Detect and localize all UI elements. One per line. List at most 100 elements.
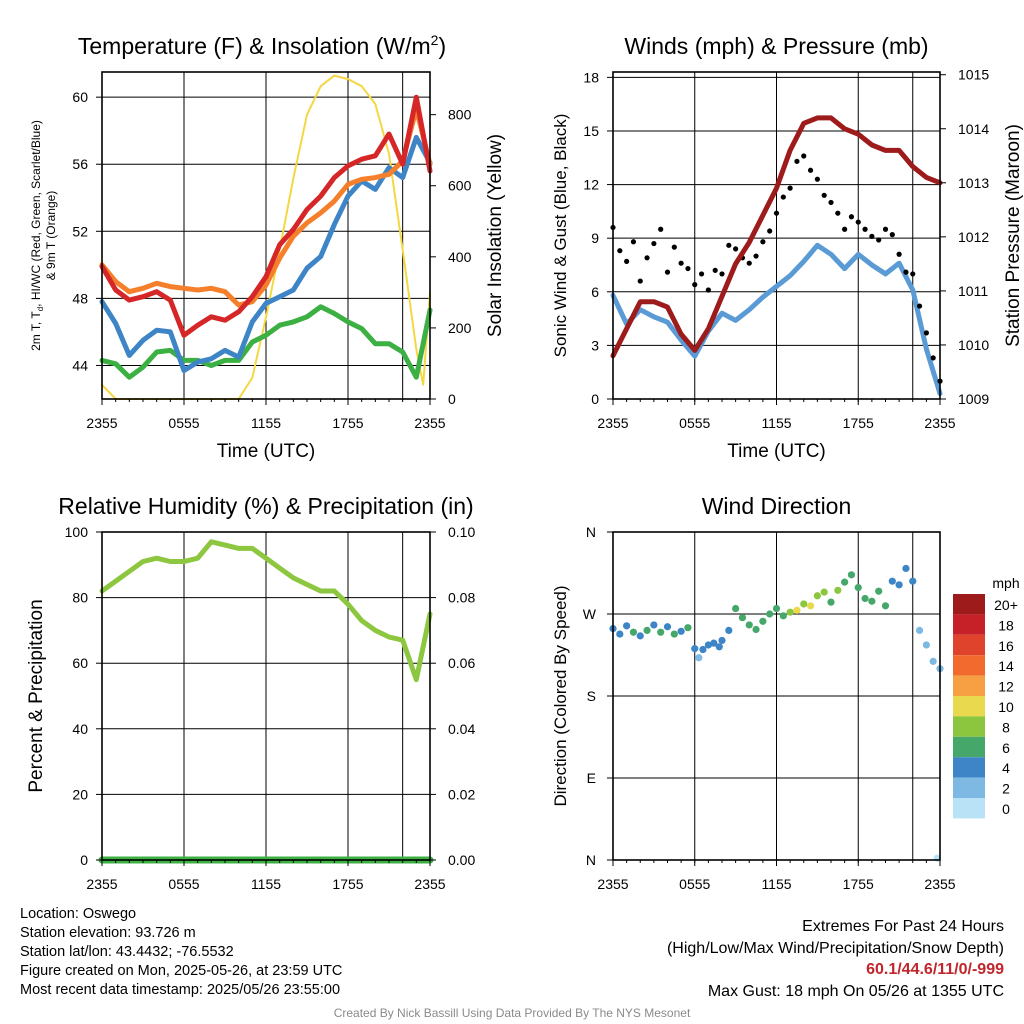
y-axis-label: Sonic Wind & Gust (Blue, Black) — [551, 114, 570, 358]
y-tick-label: 9 — [591, 230, 599, 246]
x-tick-label: 1155 — [761, 876, 791, 892]
y-tick-label: 48 — [72, 290, 88, 306]
direction-point — [752, 625, 760, 634]
x-tick-label: 2355 — [414, 415, 445, 431]
y2-tick-label: 1012 — [958, 229, 989, 245]
x-tick-label: 1755 — [332, 415, 363, 431]
gust-point — [876, 237, 882, 243]
legend-label: 12 — [998, 679, 1014, 695]
gust-point — [835, 210, 841, 216]
y2-tick-label: 0.10 — [448, 524, 475, 540]
legend-label: 4 — [1002, 760, 1010, 776]
y-tick-label: 100 — [65, 524, 89, 540]
y2-tick-label: 0 — [448, 391, 456, 407]
gust-point — [760, 239, 766, 245]
direction-point — [881, 602, 890, 610]
station-info: Location: Oswego Station elevation: 93.7… — [20, 905, 342, 1000]
direction-point — [800, 600, 808, 608]
gust-point — [712, 267, 718, 273]
panel-title-direction: Wind Direction — [702, 493, 852, 519]
direction-point — [643, 626, 651, 635]
y2-tick-label: 600 — [448, 178, 472, 194]
x-tick-label: 2355 — [597, 415, 628, 431]
wind-speed-line — [610, 242, 943, 397]
gust-point — [671, 244, 677, 250]
direction-point — [909, 577, 917, 585]
gust-point — [801, 153, 807, 159]
direction-point — [670, 630, 678, 638]
gust-point — [773, 210, 780, 216]
direction-point — [902, 564, 910, 573]
direction-point — [834, 586, 842, 594]
gust-point — [855, 219, 861, 225]
legend-swatch — [953, 696, 985, 717]
legend-label: 16 — [998, 638, 1014, 654]
x-tick-label: 2355 — [924, 415, 955, 431]
dewpoint-line — [99, 304, 433, 380]
direction-point — [868, 597, 876, 605]
y-axis-label: 2m T, Td, HI/WC (Red, Green, Scarlet/Blu… — [29, 120, 45, 351]
gust-point — [624, 258, 630, 265]
direction-point — [650, 621, 658, 629]
x-tick-label: 1755 — [843, 415, 874, 431]
direction-point — [725, 626, 733, 635]
y-tick-label: 12 — [583, 177, 599, 193]
y-tick-label: 0 — [591, 391, 599, 407]
gust-point — [930, 355, 936, 361]
legend-swatch — [953, 655, 985, 676]
station-latlon: Station lat/lon: 43.4432; -76.5532 — [20, 944, 234, 960]
extremes-subtitle: (High/Low/Max Wind/Precipitation/Snow De… — [666, 939, 1004, 957]
y-tick-label: 0 — [80, 852, 88, 868]
direction-point — [875, 587, 883, 595]
recent-timestamp: Most recent data timestamp: 2025/05/26 2… — [20, 982, 341, 998]
gust-point — [794, 158, 800, 164]
y2-axis-label: Solar Insolation (Yellow) — [485, 134, 506, 337]
gust-point — [630, 239, 637, 245]
direction-point — [759, 617, 767, 625]
gust-point — [882, 226, 889, 232]
gust-point — [746, 260, 752, 266]
humidity-line — [99, 539, 433, 683]
wind-chill-line — [99, 134, 433, 373]
direction-point — [813, 592, 821, 600]
extremes-values: 60.1/44.6/11/0/-999 — [866, 961, 1004, 978]
legend-swatch — [953, 798, 985, 819]
direction-point — [915, 626, 924, 635]
direction-point — [820, 588, 828, 596]
gust-point — [617, 248, 623, 254]
y-tick-label: S — [587, 688, 596, 704]
direction-point — [718, 636, 726, 645]
y-tick-label: 18 — [583, 69, 599, 85]
direction-point — [636, 632, 644, 640]
direction-point — [745, 621, 753, 629]
direction-point — [695, 654, 703, 662]
credit-line: Created By Nick Bassill Using Data Provi… — [333, 1006, 691, 1020]
legend-title: mph — [992, 575, 1019, 591]
x-tick-label: 1755 — [843, 876, 874, 892]
y2-tick-label: 0.06 — [448, 655, 475, 671]
x-tick-label: 2355 — [86, 876, 117, 892]
legend-swatch — [953, 634, 985, 656]
legend-label: 6 — [1002, 740, 1010, 756]
gust-point — [910, 271, 916, 277]
direction-point — [704, 641, 712, 649]
y2-tick-label: 1013 — [958, 175, 989, 191]
direction-point — [699, 645, 707, 654]
legend-label: 0 — [1002, 801, 1010, 817]
direction-point — [861, 594, 869, 603]
y-tick-label: E — [587, 770, 596, 786]
panel-title-humidity: Relative Humidity (%) & Precipitation (i… — [58, 493, 473, 519]
y2-tick-label: 1011 — [958, 283, 988, 299]
direction-point — [888, 577, 896, 585]
gust-point — [889, 232, 895, 238]
legend-label: 2 — [1002, 781, 1010, 797]
y-tick-label: 44 — [72, 357, 88, 373]
y2-tick-label: 200 — [448, 320, 472, 336]
x-tick-label: 0555 — [168, 415, 199, 431]
legend-label: 18 — [998, 617, 1014, 633]
direction-point — [895, 581, 903, 589]
gust-point — [828, 199, 834, 206]
y2-tick-label: 1009 — [958, 391, 989, 407]
direction-point — [854, 583, 862, 592]
